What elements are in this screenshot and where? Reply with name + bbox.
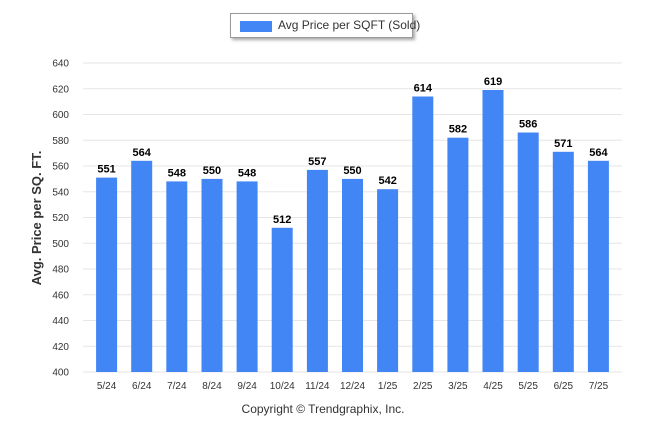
y-tick-label: 420 (52, 342, 69, 353)
x-tick-label: 1/25 (378, 381, 398, 392)
bar-value-label: 551 (97, 164, 115, 176)
bar-value-label: 564 (133, 147, 152, 159)
bar[interactable] (201, 178, 223, 372)
bar[interactable] (306, 169, 328, 372)
bar[interactable] (517, 132, 539, 373)
bar[interactable] (96, 177, 118, 372)
bar-value-label: 619 (484, 76, 502, 88)
bar-value-label: 557 (308, 156, 326, 168)
bar-value-label: 586 (519, 119, 537, 131)
x-tick-label: 12/24 (340, 381, 365, 392)
x-tick-label: 4/25 (483, 381, 503, 392)
bar[interactable] (131, 160, 153, 372)
y-tick-label: 400 (52, 368, 69, 379)
x-tick-label: 3/25 (448, 381, 468, 392)
y-tick-label: 600 (52, 110, 69, 121)
bar[interactable] (587, 160, 609, 372)
bar-value-label: 571 (554, 138, 572, 150)
x-tick-label: 9/24 (237, 381, 257, 392)
bar[interactable] (482, 90, 504, 372)
bar[interactable] (552, 151, 574, 372)
y-axis-ticks: 400 420 440 460 480 500 520 540 560 580 600 620 640 (52, 59, 69, 379)
y-tick-label: 500 (52, 239, 69, 250)
x-tick-label: 2/25 (413, 381, 433, 392)
bar[interactable] (412, 96, 434, 373)
legend-label: Avg Price per SQFT (Sold) (278, 18, 421, 32)
x-tick-label: 8/24 (202, 381, 222, 392)
bar-value-label: 614 (414, 83, 433, 95)
y-tick-label: 540 (52, 187, 69, 198)
x-tick-label: 7/25 (589, 381, 609, 392)
x-axis-ticks: 5/24 6/24 7/24 8/24 9/24 10/24 11/24 12/24 1/25 2… (97, 381, 609, 392)
legend[interactable]: Avg Price per SQFT (Sold) (230, 13, 420, 38)
bar-value-label: 542 (378, 175, 396, 187)
bar[interactable] (271, 227, 293, 372)
y-tick-label: 620 (52, 84, 69, 95)
x-tick-label: 6/25 (554, 381, 574, 392)
x-tick-label: 7/24 (167, 381, 187, 392)
y-axis-label: Avg. Price per SQ. FT. (29, 151, 44, 286)
y-tick-label: 440 (52, 316, 69, 327)
bar[interactable] (166, 181, 188, 372)
legend-swatch (240, 21, 272, 32)
bar-value-label: 550 (343, 165, 361, 177)
x-tick-label: 11/24 (305, 381, 330, 392)
bar[interactable] (236, 181, 258, 372)
bar-value-label: 550 (203, 165, 221, 177)
x-tick-label: 6/24 (132, 381, 152, 392)
bar-value-label: 548 (168, 167, 186, 179)
copyright-footer: Copyright © Trendgraphix, Inc. (241, 402, 405, 416)
bar[interactable] (342, 178, 363, 372)
bars (96, 90, 609, 372)
bar[interactable] (447, 137, 469, 372)
bar-value-label: 512 (273, 214, 291, 226)
y-tick-label: 520 (52, 213, 69, 224)
y-tick-label: 640 (52, 59, 69, 70)
y-tick-label: 560 (52, 162, 69, 173)
x-tick-label: 5/25 (518, 381, 538, 392)
bar-value-label: 564 (589, 147, 608, 159)
y-tick-label: 580 (52, 136, 69, 147)
bar-value-label: 582 (449, 124, 467, 136)
bar[interactable] (377, 189, 399, 372)
y-tick-label: 480 (52, 265, 69, 276)
y-tick-label: 460 (52, 290, 69, 301)
x-tick-label: 10/24 (270, 381, 295, 392)
value-labels: 551 564 548 550 548 512 557 550 542 614 582 619 586 5… (97, 76, 608, 226)
x-tick-label: 5/24 (97, 381, 117, 392)
bar-value-label: 548 (238, 167, 256, 179)
